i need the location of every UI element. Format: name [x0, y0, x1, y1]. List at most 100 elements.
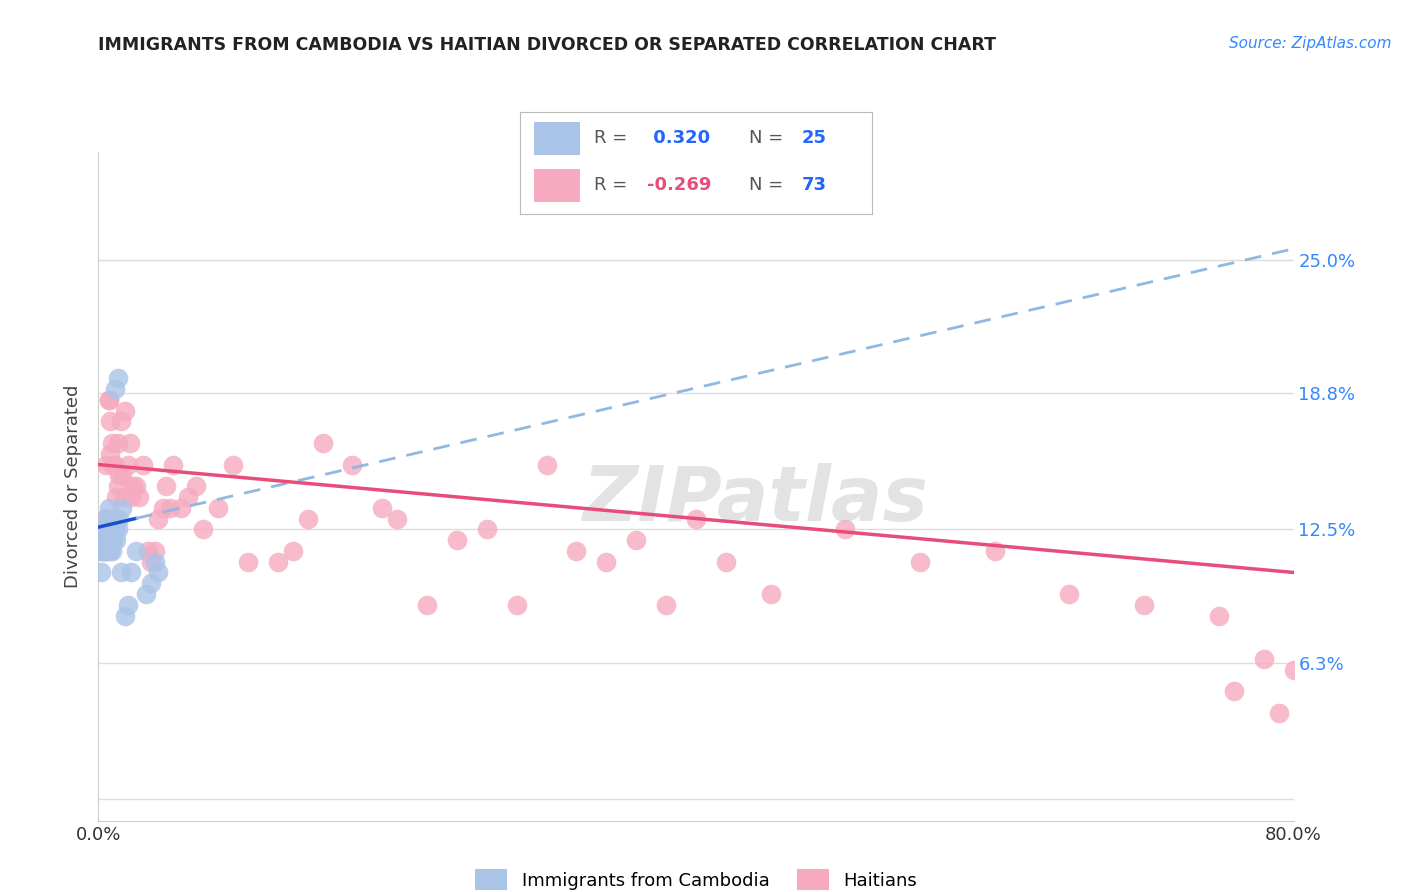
Point [101, 436, 124, 450]
FancyBboxPatch shape [534, 169, 581, 202]
Point [90, 566, 112, 580]
Point [105, 533, 128, 547]
Point [112, 490, 135, 504]
Point [1223, 684, 1246, 698]
Point [565, 544, 588, 558]
Point [94, 511, 117, 525]
Point [1208, 608, 1230, 623]
Point [118, 436, 141, 450]
Text: -0.269: -0.269 [647, 177, 711, 194]
Text: 0.320: 0.320 [647, 129, 710, 147]
Point [136, 544, 159, 558]
Point [536, 458, 558, 472]
Point [101, 544, 124, 558]
Point [100, 447, 122, 461]
Point [128, 490, 150, 504]
Point [93, 511, 115, 525]
Point [91, 544, 114, 558]
Point [97, 511, 120, 525]
Point [104, 458, 127, 472]
Point [107, 371, 129, 385]
Point [834, 522, 856, 536]
Point [93, 544, 115, 558]
Point [685, 511, 707, 525]
Point [94, 544, 117, 558]
Point [385, 511, 409, 525]
Text: 25: 25 [801, 129, 827, 147]
Point [714, 555, 737, 569]
Point [111, 468, 134, 483]
Point [155, 479, 177, 493]
Legend: Immigrants from Cambodia, Haitians: Immigrants from Cambodia, Haitians [468, 863, 924, 892]
Point [94, 458, 117, 472]
Point [105, 490, 128, 504]
Point [103, 511, 125, 525]
Point [96, 533, 118, 547]
Point [1059, 587, 1081, 601]
Point [297, 511, 319, 525]
Point [177, 490, 200, 504]
Point [148, 511, 170, 525]
Point [908, 555, 931, 569]
Point [139, 576, 162, 591]
Point [121, 479, 143, 493]
Point [100, 533, 122, 547]
Point [120, 490, 142, 504]
Point [446, 533, 468, 547]
Point [111, 500, 134, 515]
Point [107, 436, 129, 450]
Point [114, 403, 136, 417]
Point [93, 533, 115, 547]
Point [143, 544, 166, 558]
Point [103, 511, 125, 525]
Point [108, 468, 131, 483]
Point [94, 533, 117, 547]
Point [91, 544, 114, 558]
Point [143, 555, 166, 569]
Text: N =: N = [749, 177, 789, 194]
Point [120, 566, 142, 580]
Point [96, 511, 118, 525]
Point [416, 598, 439, 612]
Point [96, 533, 118, 547]
Point [655, 598, 678, 612]
Text: ZIPatlas: ZIPatlas [582, 463, 929, 536]
Point [1133, 598, 1156, 612]
Text: N =: N = [749, 129, 789, 147]
Point [97, 511, 120, 525]
Point [101, 533, 124, 547]
Point [108, 511, 131, 525]
Point [207, 500, 229, 515]
Point [89, 544, 111, 558]
Point [100, 544, 122, 558]
Point [103, 458, 125, 472]
FancyBboxPatch shape [534, 122, 581, 154]
Point [184, 479, 207, 493]
Point [162, 458, 184, 472]
Text: Source: ZipAtlas.com: Source: ZipAtlas.com [1229, 36, 1392, 51]
Point [1253, 652, 1275, 666]
Point [159, 500, 181, 515]
Text: 73: 73 [801, 177, 827, 194]
Point [91, 522, 114, 536]
Point [107, 479, 129, 493]
Point [110, 414, 132, 428]
Point [114, 608, 136, 623]
Point [475, 522, 498, 536]
Point [103, 533, 125, 547]
Point [107, 522, 129, 536]
Point [93, 522, 115, 536]
Point [139, 555, 162, 569]
Point [759, 587, 782, 601]
Point [94, 533, 117, 547]
Text: R =: R = [595, 129, 633, 147]
Point [125, 479, 148, 493]
Point [342, 458, 364, 472]
Point [311, 436, 333, 450]
Point [1282, 663, 1305, 677]
Y-axis label: Divorced or Separated: Divorced or Separated [65, 384, 83, 588]
Point [236, 555, 259, 569]
Point [96, 544, 118, 558]
Point [97, 392, 120, 407]
Point [222, 458, 245, 472]
